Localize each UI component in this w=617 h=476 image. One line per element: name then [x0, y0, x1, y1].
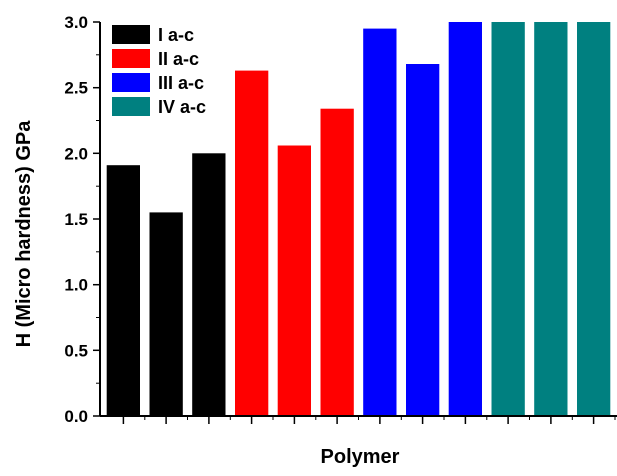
y-tick-label: 0.5 — [64, 341, 88, 360]
bars-layer — [106, 22, 611, 417]
legend-label-3: III a-c — [158, 73, 204, 93]
bar-3-1 — [363, 28, 397, 416]
bar-1-2 — [149, 212, 183, 416]
bar-2-1 — [235, 70, 269, 416]
y-tick-label: 0.0 — [64, 407, 88, 426]
y-axis-label: H (Micro hardness) GPa — [13, 120, 35, 348]
legend-label-2: II a-c — [158, 49, 199, 69]
legend-label-1: I a-c — [158, 25, 194, 45]
y-tick-label: 1.0 — [64, 276, 88, 295]
bar-1-1 — [106, 165, 140, 416]
bar-2-3 — [320, 108, 354, 416]
legend-swatch-3 — [112, 73, 150, 92]
y-tick-label: 3.0 — [64, 13, 88, 32]
legend-label-4: IV a-c — [158, 97, 206, 117]
bar-3-3 — [448, 22, 482, 416]
legend: I a-c II a-c III a-c IV a-c — [112, 25, 206, 117]
bar-3-2 — [406, 64, 440, 416]
legend-swatch-1 — [112, 25, 150, 44]
axes-layer: 0.0 0.5 1.0 1.5 2.0 2.5 3.0 — [64, 13, 617, 426]
legend-swatch-4 — [112, 97, 150, 116]
x-axis-label: Polymer — [321, 446, 400, 468]
bar-4-2 — [534, 22, 568, 416]
legend-swatch-2 — [112, 49, 150, 68]
bar-4-1 — [491, 22, 525, 416]
bar-4-3 — [577, 22, 611, 416]
bar-1-3 — [192, 153, 226, 417]
y-tick-label: 1.5 — [64, 210, 88, 229]
y-tick-label: 2.5 — [64, 79, 88, 98]
y-tick-label: 2.0 — [64, 144, 88, 163]
bar-2-2 — [277, 145, 311, 416]
